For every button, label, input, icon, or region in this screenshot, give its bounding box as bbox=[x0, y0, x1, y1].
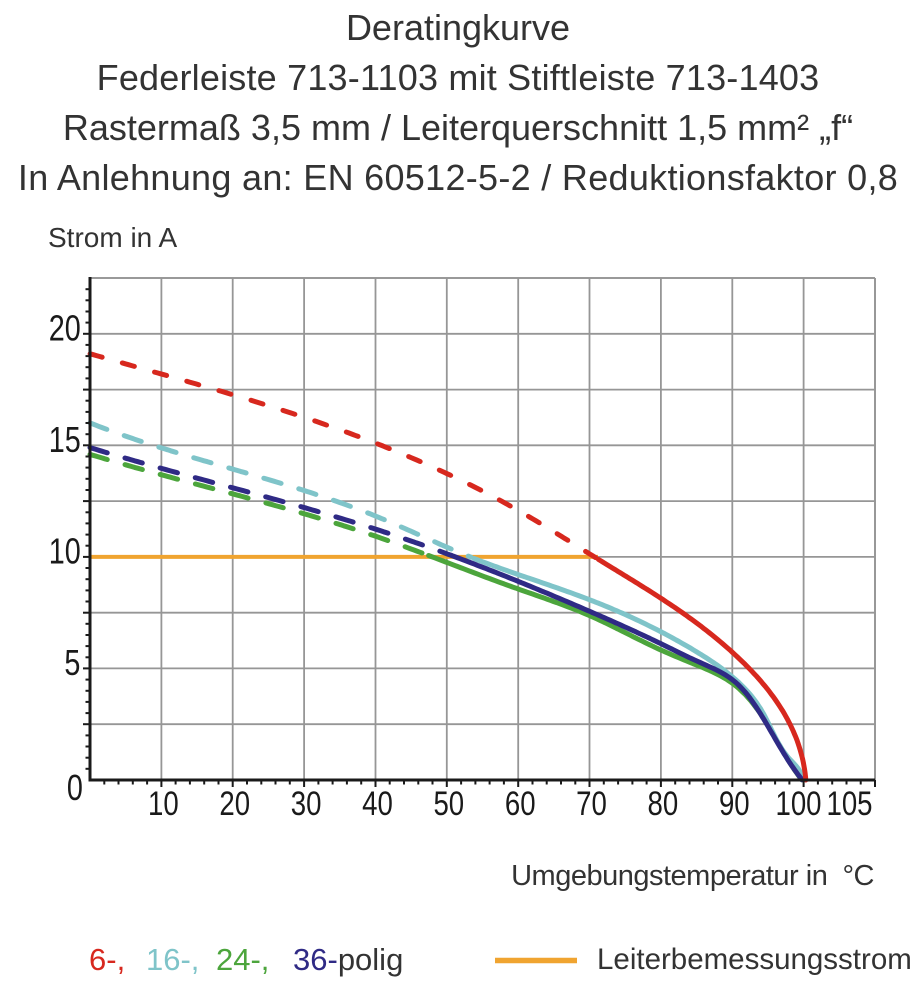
svg-text:30: 30 bbox=[291, 784, 322, 823]
svg-text:90: 90 bbox=[719, 784, 750, 823]
svg-text:0: 0 bbox=[67, 767, 83, 808]
svg-text:Strom in A: Strom in A bbox=[48, 222, 177, 253]
svg-text:In Anlehnung an: EN 60512-5-2: In Anlehnung an: EN 60512-5-2 / Reduktio… bbox=[18, 157, 898, 198]
svg-text:20: 20 bbox=[49, 307, 81, 348]
svg-text:Rastermaß 3,5 mm / Leiterquers: Rastermaß 3,5 mm / Leiterquerschnitt 1,5… bbox=[63, 107, 853, 148]
svg-text:10: 10 bbox=[49, 530, 81, 571]
svg-text:Umgebungstemperatur in °C: Umgebungstemperatur in °C bbox=[511, 860, 874, 892]
svg-text:Federleiste 713-1103 mit Stift: Federleiste 713-1103 mit Stiftleiste 713… bbox=[97, 57, 820, 98]
svg-text:50: 50 bbox=[433, 784, 464, 823]
svg-text:105: 105 bbox=[826, 784, 872, 823]
svg-text:Leiterbemessungsstrom: Leiterbemessungsstrom bbox=[597, 943, 912, 976]
svg-text:70: 70 bbox=[576, 784, 607, 823]
svg-text:100: 100 bbox=[775, 784, 821, 823]
svg-text:36-polig: 36-polig bbox=[293, 942, 403, 977]
svg-text:16-,: 16-, bbox=[146, 942, 199, 977]
svg-text:20: 20 bbox=[219, 784, 250, 823]
svg-text:10: 10 bbox=[148, 784, 179, 823]
svg-text:80: 80 bbox=[648, 784, 679, 823]
svg-text:5: 5 bbox=[64, 642, 80, 683]
svg-text:24-,: 24-, bbox=[216, 942, 269, 977]
svg-text:40: 40 bbox=[362, 784, 393, 823]
svg-text:Deratingkurve: Deratingkurve bbox=[346, 7, 570, 48]
svg-text:15: 15 bbox=[49, 419, 81, 460]
svg-text:6-,: 6-, bbox=[89, 942, 125, 977]
svg-text:60: 60 bbox=[505, 784, 536, 823]
